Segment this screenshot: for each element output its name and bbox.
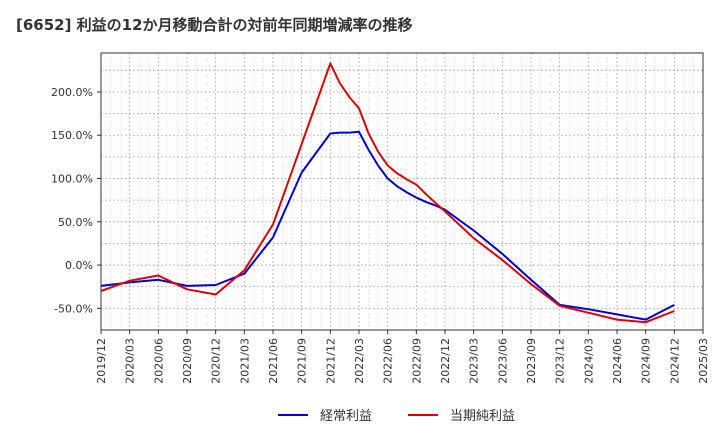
legend-label-1: 経常利益 xyxy=(320,409,372,424)
y-tick-label: 100.0% xyxy=(51,173,93,186)
x-tick-label: 2024/06 xyxy=(611,338,624,384)
y-axis: -50.0% 0.0% 50.0% 100.0% 150.0% 200.0% xyxy=(51,86,101,315)
x-tick-label: 2024/09 xyxy=(640,338,653,384)
x-tick-label: 2025/03 xyxy=(697,338,710,384)
y-tick-label: 150.0% xyxy=(51,129,93,142)
x-tick-label: 2022/03 xyxy=(353,338,366,384)
series-line-2 xyxy=(100,62,675,324)
y-tick-label: -50.0% xyxy=(54,302,93,315)
x-tick-label: 2020/06 xyxy=(152,338,165,384)
x-tick-label: 2024/12 xyxy=(668,338,681,384)
plot-frame xyxy=(100,52,704,331)
y-tick-label: 0.0% xyxy=(65,259,93,272)
x-tick-label: 2023/03 xyxy=(468,338,481,384)
x-tick-label: 2021/03 xyxy=(238,338,251,384)
x-tick-label: 2021/12 xyxy=(324,338,337,384)
chart-title: [6652] 利益の12か月移動合計の対前年同期増減率の推移 xyxy=(16,16,413,34)
y-tick-label: 200.0% xyxy=(51,86,93,99)
legend-label-2: 当期純利益 xyxy=(450,409,515,424)
legend: 経常利益 当期純利益 xyxy=(278,409,515,424)
x-tick-label: 2020/03 xyxy=(124,338,137,384)
x-tick-label: 2021/06 xyxy=(267,338,280,384)
x-tick-label: 2022/06 xyxy=(382,338,395,384)
x-tick-label: 2019/12 xyxy=(95,338,108,384)
x-tick-label: 2023/12 xyxy=(554,338,567,384)
x-tick-label: 2022/09 xyxy=(410,338,423,384)
x-tick-label: 2020/12 xyxy=(210,338,223,384)
x-tick-label: 2021/09 xyxy=(296,338,309,384)
y-tick-label: 50.0% xyxy=(58,216,93,229)
x-axis: 2019/12 2020/03 2020/06 2020/09 2020/12 2021/… xyxy=(95,330,710,384)
x-tick-label: 2020/09 xyxy=(181,338,194,384)
plot-area xyxy=(101,53,703,330)
x-tick-label: 2024/03 xyxy=(582,338,595,384)
series-layer xyxy=(100,62,675,324)
x-tick-label: 2023/09 xyxy=(525,338,538,384)
x-tick-label: 2023/06 xyxy=(496,338,509,384)
x-tick-label: 2022/12 xyxy=(439,338,452,384)
